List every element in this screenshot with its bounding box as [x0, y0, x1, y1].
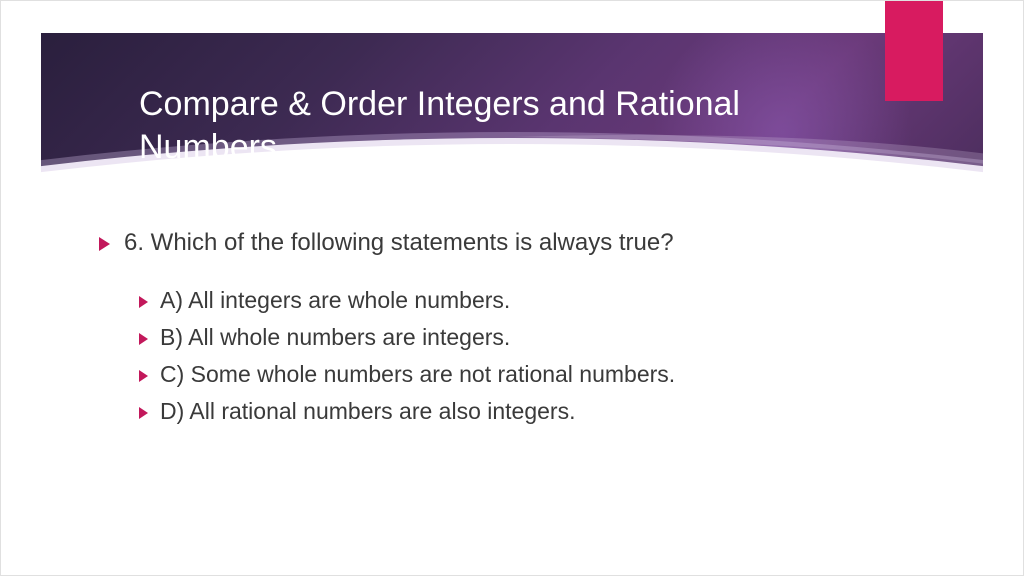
header-band: Compare & Order Integers and Rational Nu…: [41, 33, 983, 193]
option-text: B) All whole numbers are integers.: [160, 324, 510, 351]
bullet-icon: [139, 296, 148, 308]
bullet-icon: [139, 407, 148, 419]
options-list: A) All integers are whole numbers. B) Al…: [139, 287, 963, 425]
option-row: C) Some whole numbers are not rational n…: [139, 361, 963, 388]
bullet-icon: [139, 370, 148, 382]
option-row: A) All integers are whole numbers.: [139, 287, 963, 314]
option-row: B) All whole numbers are integers.: [139, 324, 963, 351]
slide-title: Compare & Order Integers and Rational Nu…: [139, 83, 839, 168]
ribbon-accent: [885, 1, 943, 101]
option-text: D) All rational numbers are also integer…: [160, 398, 575, 425]
option-text: A) All integers are whole numbers.: [160, 287, 510, 314]
question-text: 6. Which of the following statements is …: [124, 229, 674, 257]
bullet-icon: [139, 333, 148, 345]
option-text: C) Some whole numbers are not rational n…: [160, 361, 675, 388]
bullet-icon: [99, 237, 110, 251]
question-row: 6. Which of the following statements is …: [99, 229, 963, 257]
option-row: D) All rational numbers are also integer…: [139, 398, 963, 425]
content-area: 6. Which of the following statements is …: [99, 229, 963, 435]
